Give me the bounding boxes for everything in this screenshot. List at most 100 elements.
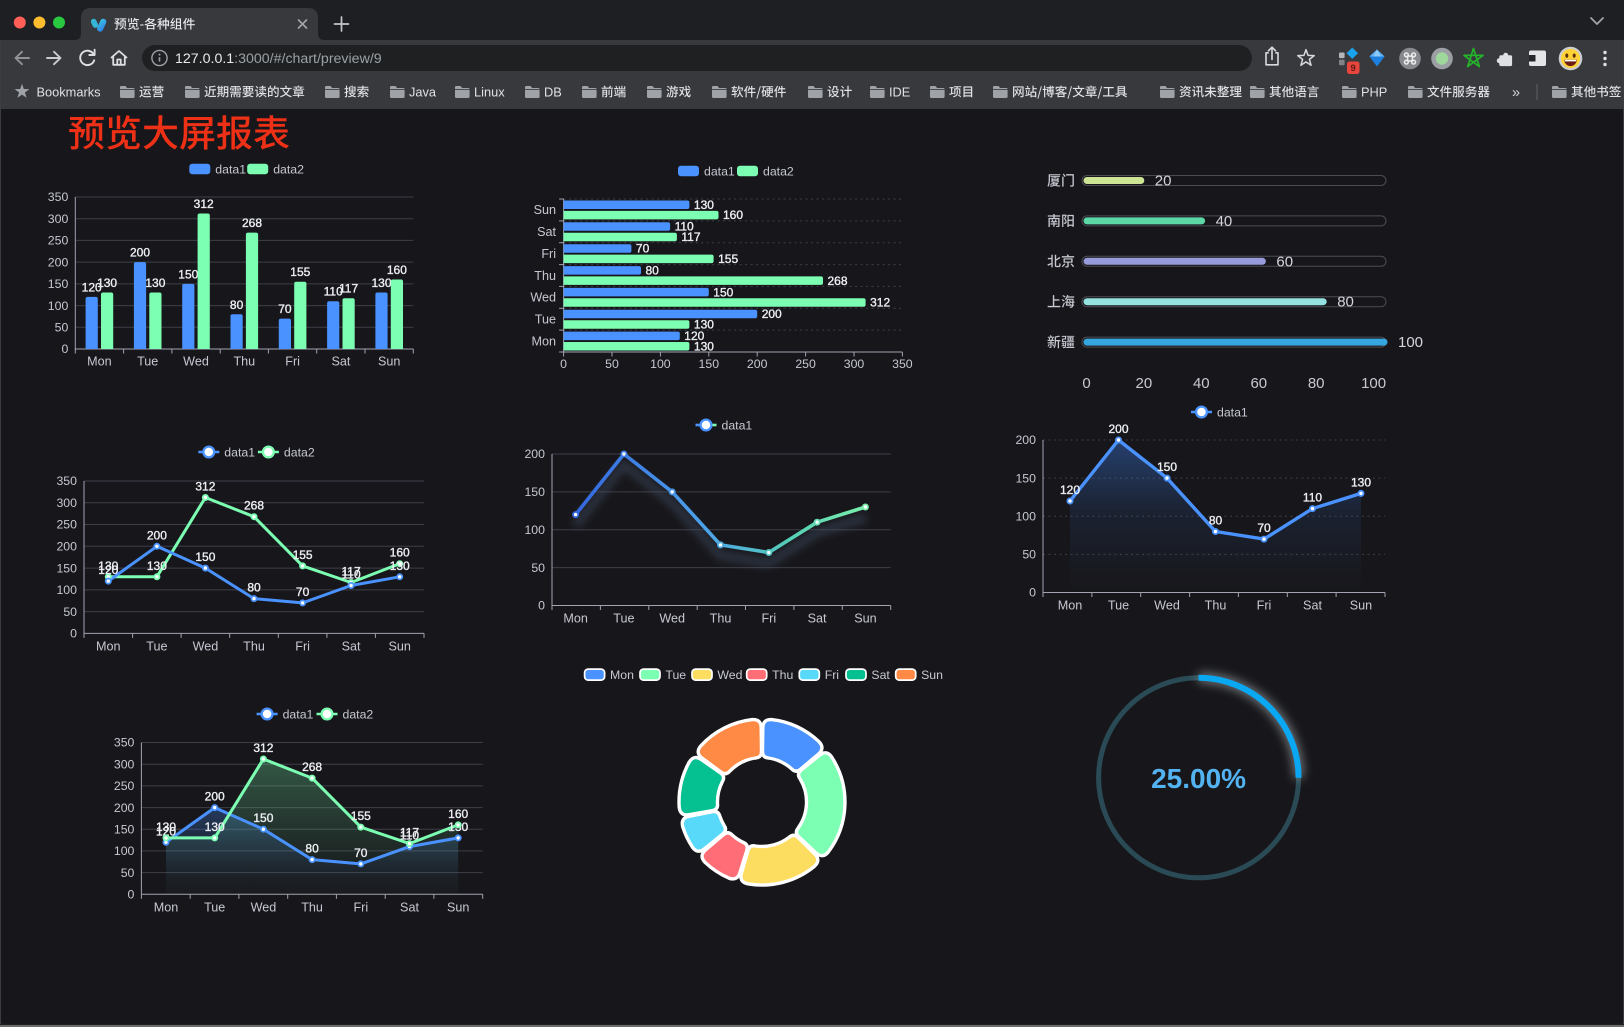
svg-text:100: 100 (114, 844, 135, 858)
svg-text:Tue: Tue (613, 612, 634, 626)
svg-text:Fri: Fri (541, 247, 556, 261)
svg-text:150: 150 (178, 267, 198, 281)
svg-text:250: 250 (795, 357, 816, 371)
svg-text:data2: data2 (343, 707, 374, 721)
svg-text:350: 350 (114, 736, 135, 750)
svg-text:130: 130 (98, 559, 118, 573)
svg-text:120: 120 (1060, 483, 1080, 497)
svg-text:Tue: Tue (146, 639, 167, 653)
svg-text:130: 130 (1351, 475, 1371, 489)
svg-text:200: 200 (1108, 422, 1128, 436)
svg-text:0: 0 (61, 342, 68, 356)
svg-text:150: 150 (195, 550, 215, 564)
svg-text:200: 200 (130, 246, 150, 260)
svg-text:155: 155 (293, 548, 313, 562)
svg-text:Thu: Thu (710, 612, 732, 626)
svg-text:300: 300 (114, 757, 135, 771)
svg-text:100: 100 (1398, 334, 1423, 351)
svg-text:200: 200 (114, 801, 135, 815)
svg-text:160: 160 (387, 263, 407, 277)
svg-text:110: 110 (675, 220, 694, 234)
svg-text:100: 100 (1361, 375, 1386, 392)
svg-text:Wed: Wed (530, 291, 556, 305)
svg-text:200: 200 (1015, 433, 1036, 447)
svg-text:Sun: Sun (1350, 599, 1372, 613)
svg-text:Sat: Sat (400, 900, 419, 914)
svg-text:Sat: Sat (537, 225, 556, 239)
svg-text:data1: data1 (283, 707, 314, 721)
svg-text:350: 350 (56, 474, 77, 488)
svg-text:150: 150 (1015, 471, 1036, 485)
svg-text:70: 70 (296, 585, 310, 599)
svg-text:300: 300 (844, 357, 865, 371)
svg-text:Tue: Tue (137, 355, 158, 369)
svg-text:100: 100 (650, 357, 671, 371)
svg-text:Thu: Thu (243, 639, 265, 653)
svg-text:Fri: Fri (761, 612, 776, 626)
svg-text:Sat: Sat (342, 639, 361, 653)
svg-text:Sat: Sat (331, 355, 350, 369)
svg-text:Fri: Fri (295, 639, 310, 653)
svg-text:110: 110 (324, 285, 343, 299)
svg-text:Linux: Linux (474, 84, 505, 99)
svg-text:150: 150 (48, 277, 69, 291)
svg-text:25.00%: 25.00% (1151, 763, 1246, 794)
svg-text:312: 312 (870, 296, 890, 310)
svg-text:130: 130 (205, 820, 225, 834)
svg-text:130: 130 (694, 318, 714, 332)
svg-text:Mon: Mon (87, 355, 112, 369)
svg-text:200: 200 (48, 255, 69, 269)
svg-text:data2: data2 (273, 162, 304, 176)
svg-text:150: 150 (1157, 460, 1177, 474)
svg-text:20: 20 (1136, 375, 1153, 392)
svg-text:80: 80 (230, 298, 244, 312)
svg-text:50: 50 (63, 605, 77, 619)
svg-text:Sat: Sat (1303, 599, 1322, 613)
svg-text:Wed: Wed (659, 612, 685, 626)
svg-text:150: 150 (114, 822, 135, 836)
svg-text:150: 150 (713, 285, 733, 299)
svg-text:Tue: Tue (1108, 599, 1129, 613)
svg-text:80: 80 (1209, 514, 1223, 528)
svg-text:Tue: Tue (665, 668, 686, 682)
svg-text:0: 0 (128, 888, 135, 902)
svg-text:80: 80 (646, 263, 660, 277)
svg-text:data1: data1 (722, 418, 753, 432)
svg-text:312: 312 (253, 741, 273, 755)
svg-text:70: 70 (278, 302, 292, 316)
svg-text:200: 200 (205, 790, 225, 804)
svg-text:Fri: Fri (1257, 599, 1272, 613)
svg-text:Thu: Thu (772, 668, 793, 682)
svg-text:80: 80 (247, 581, 261, 595)
svg-text:Java: Java (409, 84, 437, 99)
svg-text:200: 200 (747, 357, 768, 371)
svg-text:Thu: Thu (1205, 599, 1227, 613)
svg-text:Fri: Fri (285, 355, 300, 369)
svg-text:130: 130 (694, 198, 714, 212)
svg-text:Mon: Mon (154, 900, 179, 914)
svg-text:Thu: Thu (534, 269, 556, 283)
svg-text:130: 130 (97, 276, 117, 290)
svg-text:100: 100 (56, 583, 77, 597)
svg-text:100: 100 (48, 299, 69, 313)
svg-text:160: 160 (390, 546, 410, 560)
svg-text:data1: data1 (704, 164, 735, 178)
svg-text:Fri: Fri (353, 900, 368, 914)
svg-text:155: 155 (718, 252, 738, 266)
svg-text:Wed: Wed (183, 355, 209, 369)
svg-text:0: 0 (560, 357, 567, 371)
svg-text:data2: data2 (284, 445, 315, 459)
svg-text:50: 50 (121, 866, 135, 880)
svg-text:Sun: Sun (447, 900, 469, 914)
svg-text:60: 60 (1250, 375, 1267, 392)
svg-text:Wed: Wed (251, 900, 277, 914)
svg-text:Thu: Thu (301, 900, 323, 914)
svg-text:data1: data1 (1217, 405, 1248, 419)
svg-text:130: 130 (694, 339, 714, 353)
svg-text:120: 120 (156, 824, 176, 838)
svg-text:Thu: Thu (233, 355, 255, 369)
svg-text:50: 50 (605, 357, 619, 371)
svg-text:100: 100 (1015, 510, 1036, 524)
svg-text:117: 117 (681, 230, 700, 244)
svg-text:117: 117 (342, 565, 361, 579)
